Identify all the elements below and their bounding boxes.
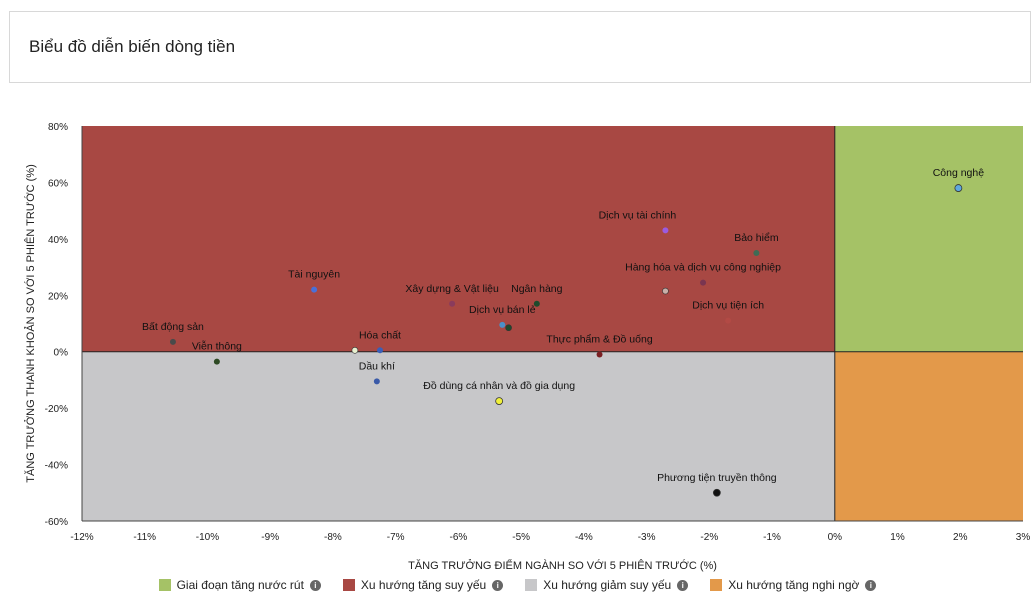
data-point — [662, 227, 669, 234]
x-tick-label: -3% — [638, 532, 656, 543]
x-tick-label: 0% — [828, 532, 843, 543]
x-tick-label: -10% — [196, 532, 219, 543]
legend-label: Giai đoạn tăng nước rút — [176, 578, 304, 592]
x-tick-label: -1% — [763, 532, 781, 543]
data-point — [596, 351, 603, 358]
x-tick-label: -9% — [261, 532, 279, 543]
chart-title: Biểu đồ diễn biến dòng tiền — [29, 37, 236, 56]
point-label: Dịch vụ tiện ích — [692, 300, 764, 312]
point-label: Bảo hiểm — [734, 232, 779, 244]
data-point — [311, 286, 318, 293]
y-tick-label: -40% — [45, 461, 68, 472]
quadrant-bottom-right — [834, 351, 1023, 521]
info-icon[interactable]: i — [865, 579, 877, 591]
legend-label: Xu hướng tăng suy yếu — [360, 578, 487, 592]
point-label: Tài nguyên — [288, 269, 340, 281]
quadrant-bottom-left — [82, 351, 835, 521]
x-tick-label: -8% — [324, 532, 342, 543]
legend-item[interactable]: Xu hướng tăng nghi ngờ i — [710, 578, 877, 592]
point-label: Hàng hóa và dịch vụ công nghiệp — [625, 262, 781, 274]
x-tick-label: -12% — [70, 532, 93, 543]
y-tick-label: -60% — [45, 517, 68, 528]
info-icon[interactable]: i — [677, 579, 689, 591]
data-point — [725, 317, 732, 324]
legend-swatch — [158, 579, 171, 591]
y-axis-label: TĂNG TRƯỞNG THANH KHOẢN SO VỚI 5 PHIÊN T… — [24, 164, 37, 482]
data-point — [533, 300, 540, 307]
x-tick-label: 2% — [953, 532, 968, 543]
info-icon[interactable]: i — [492, 579, 504, 591]
data-point — [499, 321, 506, 328]
chart-header-card: Biểu đồ diễn biến dòng tiền — [9, 11, 1031, 83]
data-point — [373, 378, 380, 385]
info-icon[interactable]: i — [309, 579, 321, 591]
data-point — [700, 279, 707, 286]
data-point — [753, 249, 760, 256]
data-point — [954, 184, 963, 192]
legend-item[interactable]: Xu hướng giảm suy yếu i — [525, 578, 689, 592]
point-label: Dịch vụ bán lẻ — [469, 304, 536, 316]
x-axis-label: TĂNG TRƯỞNG ĐIỂM NGÀNH SO VỚI 5 PHIÊN TR… — [408, 559, 717, 572]
legend-item[interactable]: Giai đoạn tăng nước rút i — [158, 578, 321, 592]
x-tick-label: -6% — [450, 532, 468, 543]
y-tick-label: -20% — [45, 404, 68, 415]
chart-legend: Giai đoạn tăng nước rút i Xu hướng tăng su… — [0, 578, 1035, 592]
data-point — [376, 347, 383, 354]
data-point — [505, 324, 512, 332]
data-point — [213, 358, 220, 365]
data-point — [351, 347, 359, 354]
legend-swatch — [525, 579, 538, 591]
point-label: Đồ dùng cá nhân và đồ gia dụng — [423, 380, 575, 392]
x-tick-label: -7% — [387, 532, 405, 543]
quadrant-top-right — [834, 126, 1023, 352]
y-tick-label: 20% — [48, 291, 68, 302]
x-tick-label: 1% — [890, 532, 905, 543]
data-point — [662, 287, 669, 295]
point-label: Phương tiện truyền thông — [657, 472, 777, 484]
y-tick-label: 0% — [54, 348, 69, 359]
point-label: Viễn thông — [192, 340, 242, 353]
x-tick-label: -2% — [700, 532, 718, 543]
point-label: Dầu khí — [359, 360, 395, 372]
quadrant-top-left — [82, 126, 835, 352]
y-tick-label: 40% — [48, 235, 68, 246]
point-label: Bất động sản — [142, 321, 204, 333]
point-label: Công nghệ — [933, 167, 985, 179]
data-point — [449, 300, 456, 307]
y-tick-label: 80% — [48, 122, 68, 133]
legend-swatch — [342, 579, 355, 591]
data-point — [712, 488, 721, 497]
point-label: Hóa chất — [359, 329, 401, 341]
legend-label: Xu hướng tăng nghi ngờ — [728, 578, 860, 592]
point-label: Xây dựng & Vật liệu — [405, 283, 499, 295]
point-label: Thực phẩm & Đồ uống — [546, 334, 652, 346]
data-point — [495, 397, 504, 405]
legend-swatch — [710, 579, 723, 591]
x-tick-label: -5% — [512, 532, 530, 543]
x-tick-label: 3% — [1016, 532, 1031, 543]
x-tick-label: -4% — [575, 532, 593, 543]
point-label: Dịch vụ tài chính — [599, 209, 677, 221]
x-tick-label: -11% — [133, 532, 156, 543]
legend-item[interactable]: Xu hướng tăng suy yếu i — [342, 578, 504, 592]
point-label: Ngân hàng — [511, 283, 563, 295]
y-tick-label: 60% — [48, 178, 68, 189]
legend-label: Xu hướng giảm suy yếu — [543, 578, 672, 592]
data-point — [169, 338, 176, 345]
